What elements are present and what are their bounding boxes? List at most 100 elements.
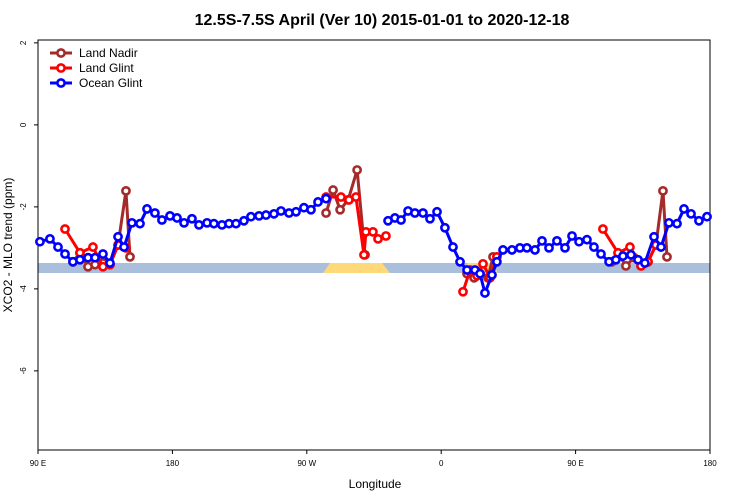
data-point (119, 242, 129, 252)
data-point (448, 242, 458, 252)
legend-marker (56, 48, 66, 58)
y-tick-label: 0 (19, 122, 28, 127)
data-point (626, 249, 636, 260)
data-point (261, 210, 271, 220)
data-point (458, 286, 468, 297)
data-point (475, 268, 485, 279)
data-point (567, 231, 577, 241)
data-point (544, 242, 554, 253)
data-point (487, 270, 497, 280)
data-point (418, 208, 428, 218)
data-point (60, 224, 70, 234)
data-point (157, 215, 167, 225)
plot-frame (37, 39, 711, 451)
data-point (60, 249, 70, 259)
x-tick-label: 90 E (30, 459, 46, 468)
data-point (239, 215, 249, 226)
plot-area (35, 165, 712, 298)
data-point (321, 193, 331, 204)
data-point (662, 251, 672, 262)
legend-marker (56, 63, 66, 73)
data-point (368, 226, 378, 237)
data-point (98, 249, 108, 259)
x-tick-label: 90 W (297, 459, 316, 468)
data-point (618, 251, 628, 261)
y-tick-label: -2 (19, 203, 28, 211)
data-point (328, 185, 338, 195)
data-point (276, 206, 286, 216)
data-point (664, 217, 674, 228)
data-point (90, 252, 100, 263)
data-point (537, 235, 547, 246)
data-point (313, 197, 323, 207)
legend-label: Land Nadir (79, 46, 138, 60)
data-point (135, 218, 145, 229)
data-point (425, 213, 435, 224)
data-point (480, 288, 490, 298)
land-patch (323, 263, 390, 273)
data-point (560, 242, 570, 253)
data-point (478, 258, 488, 269)
y-tick-label: -4 (19, 285, 28, 293)
x-tick-label: 0 (439, 459, 444, 468)
data-point (649, 231, 659, 242)
y-axis-label: XCO2 - MLO trend (ppm) (1, 178, 15, 313)
data-point (231, 218, 241, 229)
data-point (598, 224, 608, 234)
y-tick-label: 2 (19, 40, 28, 45)
data-point (611, 254, 621, 265)
data-point (410, 208, 420, 218)
data-point (656, 242, 666, 252)
legend-label: Land Glint (79, 61, 134, 75)
data-point (702, 211, 712, 222)
data-point (127, 217, 137, 228)
data-point (440, 222, 450, 233)
data-point (88, 242, 98, 252)
data-point (336, 192, 346, 202)
data-point (455, 256, 465, 267)
data-point (194, 220, 204, 230)
data-point (53, 242, 63, 252)
data-point (373, 233, 383, 244)
data-point (321, 208, 331, 218)
data-point (625, 242, 635, 252)
data-point (658, 185, 668, 196)
series-line (39, 197, 708, 295)
data-point (492, 256, 502, 267)
x-tick-label: 180 (166, 459, 180, 468)
data-point (596, 249, 606, 259)
data-point (121, 185, 131, 196)
chart-title: 12.5S-7.5S April (Ver 10) 2015-01-01 to … (195, 12, 570, 29)
data-point (45, 233, 55, 244)
x-axis-label: Longitude (349, 477, 402, 491)
data-point (306, 204, 316, 215)
data-point (396, 215, 406, 225)
data-point (352, 165, 363, 175)
x-tick-label: 180 (703, 459, 717, 468)
data-point (672, 218, 682, 229)
data-point (179, 217, 189, 228)
data-point (507, 245, 517, 255)
data-point (359, 249, 369, 260)
legend-label: Ocean Glint (79, 76, 143, 90)
data-point (335, 204, 346, 215)
data-point (432, 206, 442, 217)
data-point (150, 208, 160, 218)
data-point (530, 245, 540, 255)
y-tick-label: -6 (19, 367, 28, 375)
data-point (351, 192, 361, 202)
data-point (105, 258, 115, 268)
data-point (35, 236, 45, 247)
data-point (291, 206, 301, 217)
data-point (679, 204, 689, 214)
data-point (582, 234, 592, 245)
data-point (694, 215, 704, 226)
data-point (142, 204, 152, 214)
legend-marker (56, 78, 66, 88)
data-point (552, 235, 562, 246)
data-point (589, 242, 599, 252)
data-point (246, 211, 256, 222)
data-point (113, 231, 123, 242)
